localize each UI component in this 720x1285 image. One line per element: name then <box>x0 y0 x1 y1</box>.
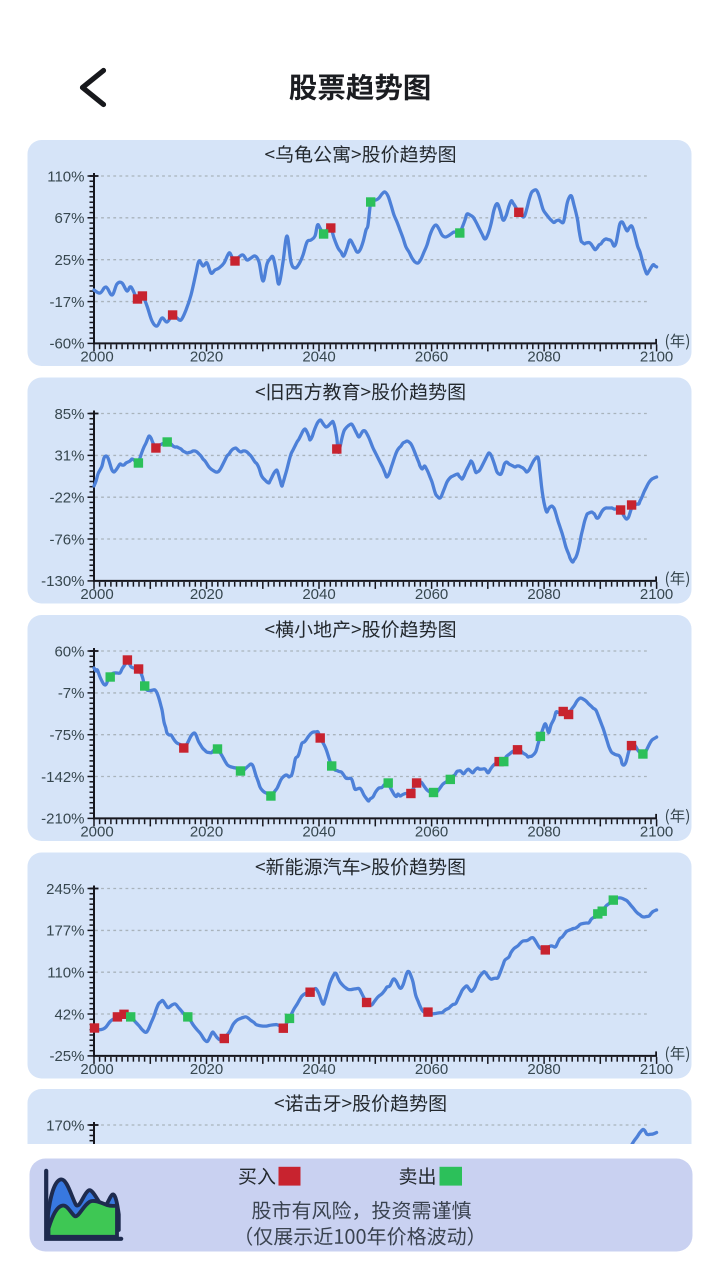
svg-text:2080: 2080 <box>527 1061 560 1078</box>
svg-text:2080: 2080 <box>527 586 560 603</box>
svg-text:2040: 2040 <box>302 1061 335 1078</box>
svg-text:-7%: -7% <box>58 685 85 702</box>
svg-text:2100: 2100 <box>640 823 673 840</box>
svg-text:-25%: -25% <box>49 1048 84 1065</box>
svg-text:2040: 2040 <box>302 823 335 840</box>
svg-text:2040: 2040 <box>302 348 335 365</box>
svg-text:-22%: -22% <box>49 490 84 507</box>
svg-text:2060: 2060 <box>415 823 448 840</box>
svg-text:2080: 2080 <box>527 823 560 840</box>
svg-text:-60%: -60% <box>49 336 84 353</box>
svg-text:-75%: -75% <box>49 727 84 744</box>
svg-text:245%: 245% <box>46 881 84 898</box>
svg-text:110%: 110% <box>47 168 84 185</box>
svg-text:85%: 85% <box>54 406 84 423</box>
svg-text:2060: 2060 <box>415 586 448 603</box>
svg-text:2000: 2000 <box>80 823 113 840</box>
svg-text:110%: 110% <box>47 965 84 982</box>
svg-text:67%: 67% <box>54 210 84 227</box>
svg-text:2000: 2000 <box>80 1061 113 1078</box>
svg-text:2100: 2100 <box>640 586 673 603</box>
svg-text:-17%: -17% <box>49 294 84 311</box>
svg-text:60%: 60% <box>54 643 84 660</box>
svg-text:-210%: -210% <box>41 811 84 828</box>
svg-text:2060: 2060 <box>415 348 448 365</box>
svg-text:2000: 2000 <box>80 348 113 365</box>
svg-text:2020: 2020 <box>190 586 223 603</box>
svg-text:2020: 2020 <box>190 348 223 365</box>
svg-text:170%: 170% <box>46 1117 84 1134</box>
svg-text:-142%: -142% <box>41 769 84 786</box>
svg-text:2000: 2000 <box>80 586 113 603</box>
svg-text:2060: 2060 <box>415 1061 448 1078</box>
svg-text:2100: 2100 <box>640 1061 673 1078</box>
svg-text:2020: 2020 <box>190 823 223 840</box>
svg-text:2020: 2020 <box>190 1061 223 1078</box>
svg-text:31%: 31% <box>54 448 84 465</box>
svg-text:25%: 25% <box>54 252 84 269</box>
svg-text:-76%: -76% <box>49 531 84 548</box>
svg-text:-130%: -130% <box>41 573 84 590</box>
svg-text:2040: 2040 <box>302 586 335 603</box>
svg-text:2100: 2100 <box>640 348 673 365</box>
svg-text:42%: 42% <box>54 1006 84 1023</box>
svg-text:177%: 177% <box>46 923 84 940</box>
svg-text:2080: 2080 <box>527 348 560 365</box>
